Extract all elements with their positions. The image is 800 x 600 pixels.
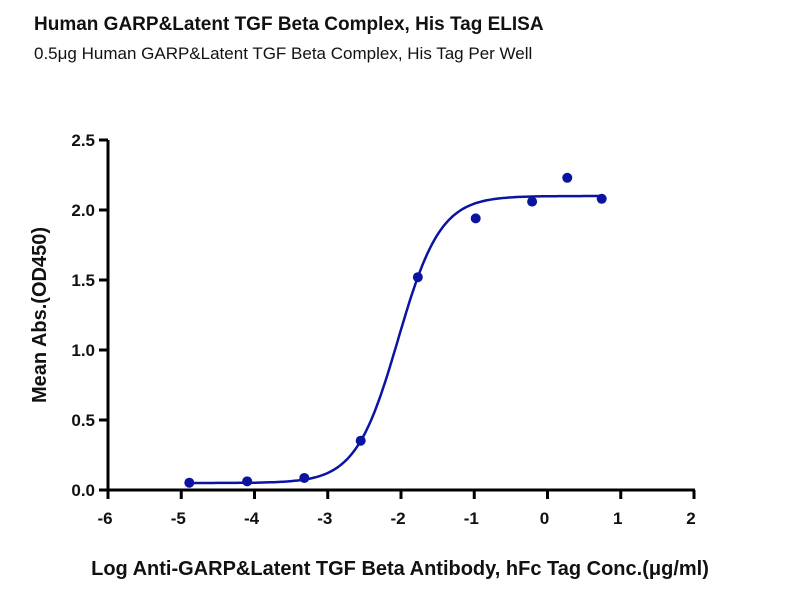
x-tick-label: -3	[317, 509, 332, 528]
tick-labels: -6 -5 -4 -3 -2 -1 0 1 2 0.0 0.5 1.0 1.5 2.0 2.5	[71, 131, 695, 528]
x-tick-label: -2	[390, 509, 405, 528]
data-point	[412, 272, 423, 283]
x-tick-label: -6	[97, 509, 112, 528]
y-tick-label: 1.5	[71, 271, 95, 290]
x-axis-label: Log Anti-GARP&Latent TGF Beta Antibody, …	[91, 558, 709, 580]
axes	[99, 138, 696, 499]
y-tick-label: 0.0	[71, 481, 95, 500]
chart-title: Human GARP&Latent TGF Beta Complex, His …	[34, 14, 544, 35]
y-tick-label: 2.5	[71, 131, 95, 150]
y-tick-label: 1.0	[71, 341, 95, 360]
x-tick-label: -5	[171, 509, 186, 528]
data-point	[527, 196, 538, 207]
data-point	[242, 476, 253, 487]
x-tick-label: 2	[686, 509, 695, 528]
x-tick-label: -1	[464, 509, 479, 528]
y-axis-label: Mean Abs.(OD450)	[29, 227, 51, 403]
data-point	[470, 213, 481, 224]
x-tick-label: 0	[540, 509, 549, 528]
x-tick-label: -4	[244, 509, 260, 528]
y-tick-label: 0.5	[71, 411, 95, 430]
data-point	[355, 435, 366, 446]
y-tick-label: 2.0	[71, 201, 95, 220]
data-point	[299, 472, 310, 483]
data-point	[562, 172, 573, 183]
data-point	[184, 477, 195, 488]
fit-curve	[189, 194, 602, 485]
data-point	[596, 193, 607, 204]
x-tick-label: 1	[613, 509, 622, 528]
series	[184, 172, 607, 488]
chart-subtitle: 0.5μg Human GARP&Latent TGF Beta Complex…	[34, 44, 533, 63]
